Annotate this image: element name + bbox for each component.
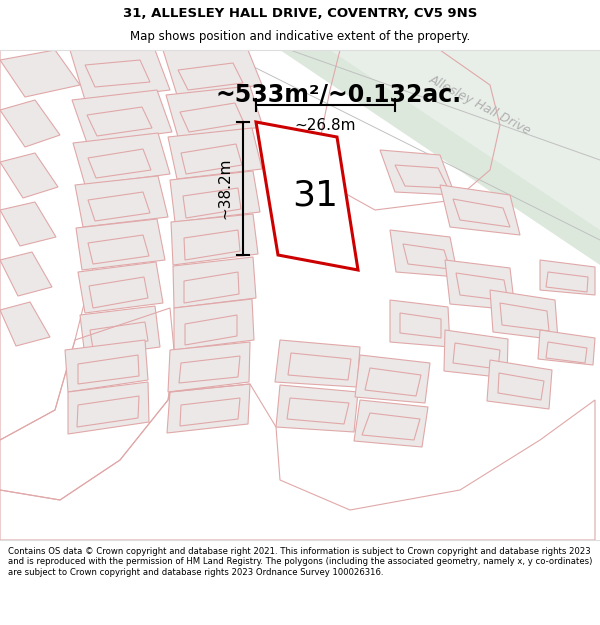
Polygon shape <box>498 373 544 400</box>
Polygon shape <box>546 272 588 292</box>
Polygon shape <box>0 202 56 246</box>
Polygon shape <box>88 235 149 264</box>
Polygon shape <box>0 100 60 147</box>
Polygon shape <box>73 133 170 185</box>
Polygon shape <box>276 385 358 432</box>
Polygon shape <box>78 355 139 384</box>
Polygon shape <box>171 214 258 265</box>
Text: 31, ALLESLEY HALL DRIVE, COVENTRY, CV5 9NS: 31, ALLESLEY HALL DRIVE, COVENTRY, CV5 9… <box>123 7 477 20</box>
Text: Map shows position and indicative extent of the property.: Map shows position and indicative extent… <box>130 30 470 43</box>
Polygon shape <box>174 299 254 350</box>
Polygon shape <box>365 368 421 396</box>
Polygon shape <box>185 315 237 345</box>
Polygon shape <box>0 153 58 198</box>
Text: ~533m²/~0.132ac.: ~533m²/~0.132ac. <box>215 83 461 107</box>
Polygon shape <box>68 382 149 434</box>
Polygon shape <box>167 384 250 433</box>
Polygon shape <box>181 144 242 174</box>
Polygon shape <box>184 230 240 260</box>
Text: Contains OS data © Crown copyright and database right 2021. This information is : Contains OS data © Crown copyright and d… <box>8 547 592 577</box>
Polygon shape <box>540 260 595 295</box>
Polygon shape <box>546 342 587 363</box>
Polygon shape <box>256 122 358 270</box>
Text: 31: 31 <box>292 179 338 213</box>
Polygon shape <box>287 398 349 424</box>
Polygon shape <box>0 50 80 97</box>
Polygon shape <box>456 273 508 301</box>
Polygon shape <box>178 63 243 90</box>
Polygon shape <box>395 165 448 188</box>
Polygon shape <box>87 107 152 136</box>
Polygon shape <box>88 149 151 178</box>
Polygon shape <box>400 313 441 338</box>
Polygon shape <box>490 290 558 340</box>
Polygon shape <box>362 413 420 440</box>
Polygon shape <box>70 50 170 100</box>
Text: Allesley Hall Drive: Allesley Hall Drive <box>427 72 533 138</box>
Text: ~38.2m: ~38.2m <box>218 158 233 219</box>
Polygon shape <box>89 277 148 308</box>
Polygon shape <box>0 302 50 346</box>
Polygon shape <box>85 60 150 87</box>
Polygon shape <box>179 356 240 383</box>
Polygon shape <box>190 50 600 265</box>
Polygon shape <box>487 360 552 409</box>
Polygon shape <box>440 185 520 235</box>
Polygon shape <box>78 262 163 313</box>
Polygon shape <box>354 400 428 447</box>
Polygon shape <box>163 50 262 95</box>
Polygon shape <box>173 257 256 308</box>
Polygon shape <box>453 343 500 369</box>
Polygon shape <box>166 86 263 137</box>
Polygon shape <box>76 219 165 270</box>
Polygon shape <box>0 252 52 296</box>
Polygon shape <box>380 150 455 195</box>
Polygon shape <box>184 272 239 303</box>
Polygon shape <box>77 396 139 427</box>
Polygon shape <box>538 330 595 365</box>
Polygon shape <box>80 306 160 357</box>
Polygon shape <box>355 355 430 403</box>
Polygon shape <box>168 128 262 179</box>
Polygon shape <box>75 176 168 227</box>
Polygon shape <box>210 50 600 230</box>
Polygon shape <box>90 322 148 349</box>
Polygon shape <box>88 192 150 221</box>
Polygon shape <box>275 340 360 387</box>
Polygon shape <box>500 303 549 331</box>
Polygon shape <box>168 342 250 392</box>
Polygon shape <box>170 171 260 222</box>
Polygon shape <box>183 188 241 218</box>
Polygon shape <box>65 340 148 392</box>
Polygon shape <box>403 244 450 269</box>
Polygon shape <box>180 398 240 426</box>
Polygon shape <box>390 300 450 347</box>
Polygon shape <box>390 230 458 277</box>
Text: ~26.8m: ~26.8m <box>295 118 356 132</box>
Polygon shape <box>288 353 351 380</box>
Polygon shape <box>453 199 510 227</box>
Polygon shape <box>180 103 244 132</box>
Polygon shape <box>445 260 515 310</box>
Polygon shape <box>444 330 508 378</box>
Polygon shape <box>72 90 172 143</box>
